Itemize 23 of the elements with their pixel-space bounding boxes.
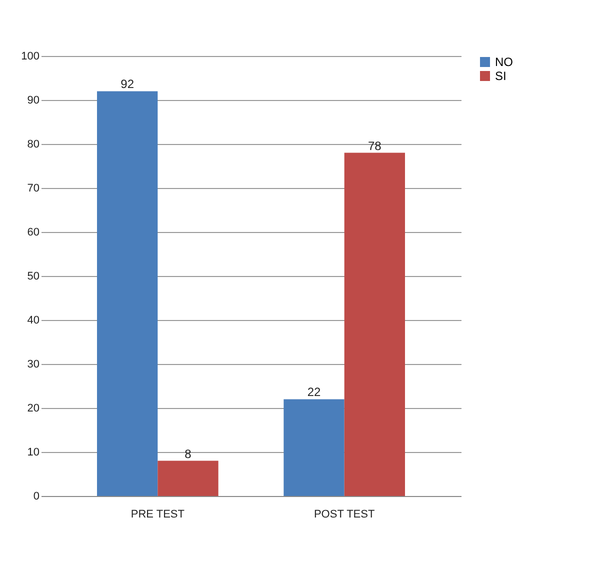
x-tick-label: POST TEST bbox=[314, 508, 375, 520]
y-tick-label: 20 bbox=[27, 402, 40, 414]
data-label: 92 bbox=[120, 77, 134, 92]
bar bbox=[344, 152, 405, 496]
y-tick-label: 10 bbox=[27, 446, 40, 458]
bar bbox=[97, 91, 158, 496]
y-tick-label: 60 bbox=[27, 226, 40, 238]
y-tick-label: 80 bbox=[27, 138, 40, 150]
y-tick-label: 100 bbox=[21, 50, 40, 62]
data-label: 8 bbox=[184, 446, 192, 461]
x-tick-label: PRE TEST bbox=[130, 508, 185, 520]
legend-label: NO bbox=[495, 55, 513, 69]
y-tick-label: 90 bbox=[27, 94, 40, 106]
y-tick-label: 30 bbox=[27, 358, 40, 370]
data-label: 22 bbox=[307, 385, 321, 400]
y-tick-label: 50 bbox=[27, 270, 40, 282]
data-label: 78 bbox=[368, 138, 382, 153]
bar bbox=[158, 460, 218, 496]
y-tick-label: 0 bbox=[33, 490, 40, 502]
legend-label: SI bbox=[495, 69, 506, 83]
y-tick-label: 70 bbox=[27, 182, 40, 194]
bar bbox=[284, 399, 344, 496]
y-tick-label: 40 bbox=[27, 314, 40, 326]
